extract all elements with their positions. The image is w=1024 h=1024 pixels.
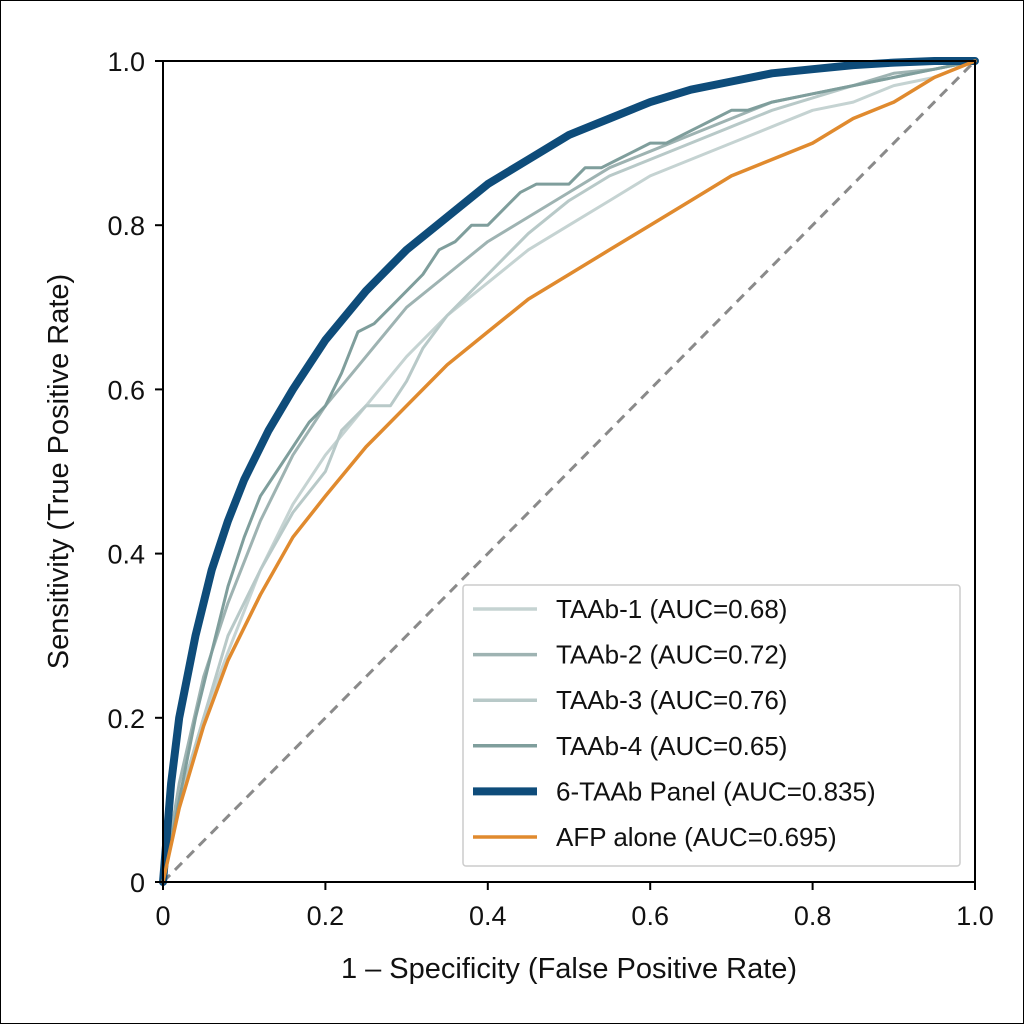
x-tick-label: 1.0 [956,901,994,931]
x-tick-label: 0.4 [469,901,507,931]
ticks-layer: 0 0.2 0.4 0.6 0.8 1.0 0 0.2 0.4 0.6 0.8 1.0 [107,47,993,931]
x-tick-label: 0.8 [794,901,832,931]
legend-box [462,584,961,867]
chance-diagonal-line [161,59,977,884]
series-line-1 [161,59,977,884]
y-tick-label: 0.4 [107,540,145,570]
y-tick-label: 0.8 [107,211,145,241]
legend-label-3: TAAb-3 (AUC=0.76) [556,685,787,715]
legend-label-1: TAAb-1 (AUC=0.68) [556,594,787,624]
series-line-6 [161,59,977,884]
y-axis-label: Sensitivity (True Positive Rate) [43,274,75,669]
x-tick-label: 0.6 [631,901,669,931]
legend: TAAb-1 (AUC=0.68) TAAb-2 (AUC=0.72) TAAb-3… [462,584,961,867]
series-line-4 [161,59,977,884]
x-axis-label: 1 – Specificity (False Positive Rate) [341,953,797,985]
legend-label-2: TAAb-2 (AUC=0.72) [556,640,787,670]
x-tick-label: 0 [155,901,170,931]
y-tick-label: 0.2 [107,704,145,734]
legend-label-5: 6-TAAb Panel (AUC=0.835) [556,776,876,806]
legend-label-4: TAAb-4 (AUC=0.65) [556,731,787,761]
x-tick-label: 0.2 [307,901,345,931]
y-tick-label: 1.0 [107,47,145,77]
series-line-5 [159,57,979,886]
y-tick-label: 0 [130,868,145,898]
series-line-3 [161,59,977,884]
legend-label-6: AFP alone (AUC=0.695) [556,822,837,852]
plot-area-border [162,60,976,883]
y-tick-label: 0.6 [107,375,145,405]
curves-layer [159,57,979,886]
